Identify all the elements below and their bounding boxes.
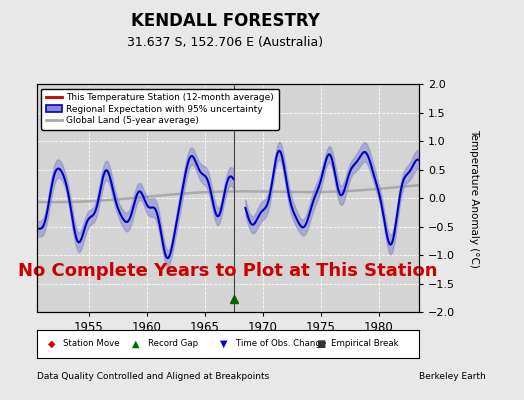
Text: 31.637 S, 152.706 E (Australia): 31.637 S, 152.706 E (Australia) bbox=[127, 36, 323, 49]
Text: ■: ■ bbox=[316, 339, 325, 349]
Text: KENDALL FORESTRY: KENDALL FORESTRY bbox=[131, 12, 320, 30]
Y-axis label: Temperature Anomaly (°C): Temperature Anomaly (°C) bbox=[469, 128, 479, 268]
Text: No Complete Years to Plot at This Station: No Complete Years to Plot at This Statio… bbox=[18, 262, 438, 280]
Legend: This Temperature Station (12-month average), Regional Expectation with 95% uncer: This Temperature Station (12-month avera… bbox=[41, 88, 279, 130]
Text: Time of Obs. Change: Time of Obs. Change bbox=[236, 340, 326, 348]
Text: Data Quality Controlled and Aligned at Breakpoints: Data Quality Controlled and Aligned at B… bbox=[37, 372, 269, 381]
Text: Record Gap: Record Gap bbox=[148, 340, 198, 348]
Text: Empirical Break: Empirical Break bbox=[331, 340, 399, 348]
Text: ◆: ◆ bbox=[48, 339, 56, 349]
Text: Berkeley Earth: Berkeley Earth bbox=[419, 372, 486, 381]
Text: Station Move: Station Move bbox=[63, 340, 120, 348]
Text: ▼: ▼ bbox=[220, 339, 228, 349]
Text: ▲: ▲ bbox=[132, 339, 140, 349]
